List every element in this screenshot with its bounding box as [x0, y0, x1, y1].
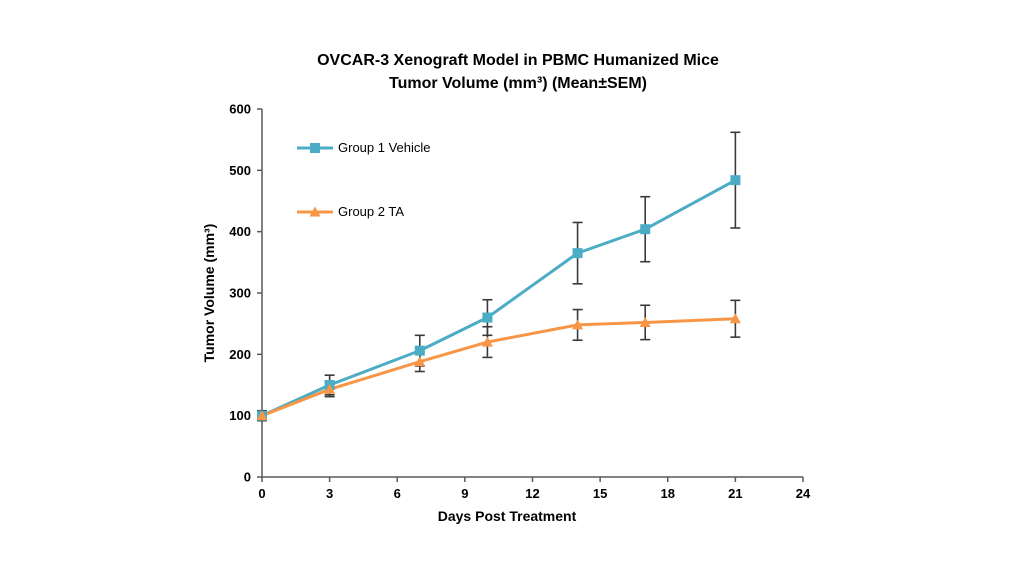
marker-square-group-1-vehicle: [730, 175, 741, 186]
x-tick-label: 18: [661, 486, 675, 501]
series-line-group-2-ta: [260, 317, 737, 418]
legend-item-group-2-ta: Group 2 TA: [297, 204, 404, 219]
legend-label-group-2-ta: Group 2 TA: [338, 204, 404, 219]
y-axis-title: Tumor Volume (mm³): [201, 223, 217, 363]
x-tick-label: 9: [461, 486, 468, 501]
x-tick-label: 24: [796, 486, 811, 501]
marker-triangle-group-2-ta: [481, 336, 493, 347]
y-tick-label: 300: [229, 286, 251, 301]
y-tick-label: 400: [229, 224, 251, 239]
legend-label-group-1-vehicle: Group 1 Vehicle: [338, 140, 431, 155]
y-tick-label: 200: [229, 347, 251, 362]
x-tick-label: 0: [258, 486, 265, 501]
marker-square-group-1-vehicle: [310, 142, 320, 153]
marker-triangle-group-2-ta: [309, 206, 321, 216]
legend-swatch-group-2-ta: [297, 206, 333, 216]
chart-title: OVCAR-3 Xenograft Model in PBMC Humanize…: [0, 49, 1024, 95]
marker-triangle-group-2-ta: [324, 383, 336, 394]
marker-square-group-1-vehicle: [572, 248, 583, 259]
x-tick-label: 15: [593, 486, 607, 501]
marker-square-group-1-vehicle: [414, 345, 425, 356]
chart-title-line2: Tumor Volume (mm³) (Mean±SEM): [389, 75, 647, 92]
y-tick-label: 600: [229, 102, 251, 117]
marker-triangle-group-2-ta: [414, 356, 426, 367]
marker-triangle-group-2-ta: [256, 410, 268, 421]
y-tick-label: 500: [229, 163, 251, 178]
marker-square-group-1-vehicle: [640, 224, 651, 235]
marker-triangle-group-2-ta: [572, 319, 584, 330]
y-tick-label: 0: [244, 470, 251, 485]
x-tick-label: 21: [728, 486, 742, 501]
marker-triangle-group-2-ta: [729, 313, 741, 324]
marker-triangle-group-2-ta: [639, 316, 651, 327]
legend-item-group-1-vehicle: Group 1 Vehicle: [297, 140, 431, 155]
legend-swatch-group-1-vehicle: [297, 142, 333, 153]
x-axis-title: Days Post Treatment: [437, 508, 577, 524]
x-tick-label: 6: [394, 486, 401, 501]
x-tick-label: 3: [326, 486, 333, 501]
chart-title-line1: OVCAR-3 Xenograft Model in PBMC Humanize…: [317, 52, 719, 69]
x-tick-label: 12: [525, 486, 539, 501]
y-tick-label: 100: [229, 408, 251, 423]
marker-square-group-1-vehicle: [482, 312, 493, 323]
